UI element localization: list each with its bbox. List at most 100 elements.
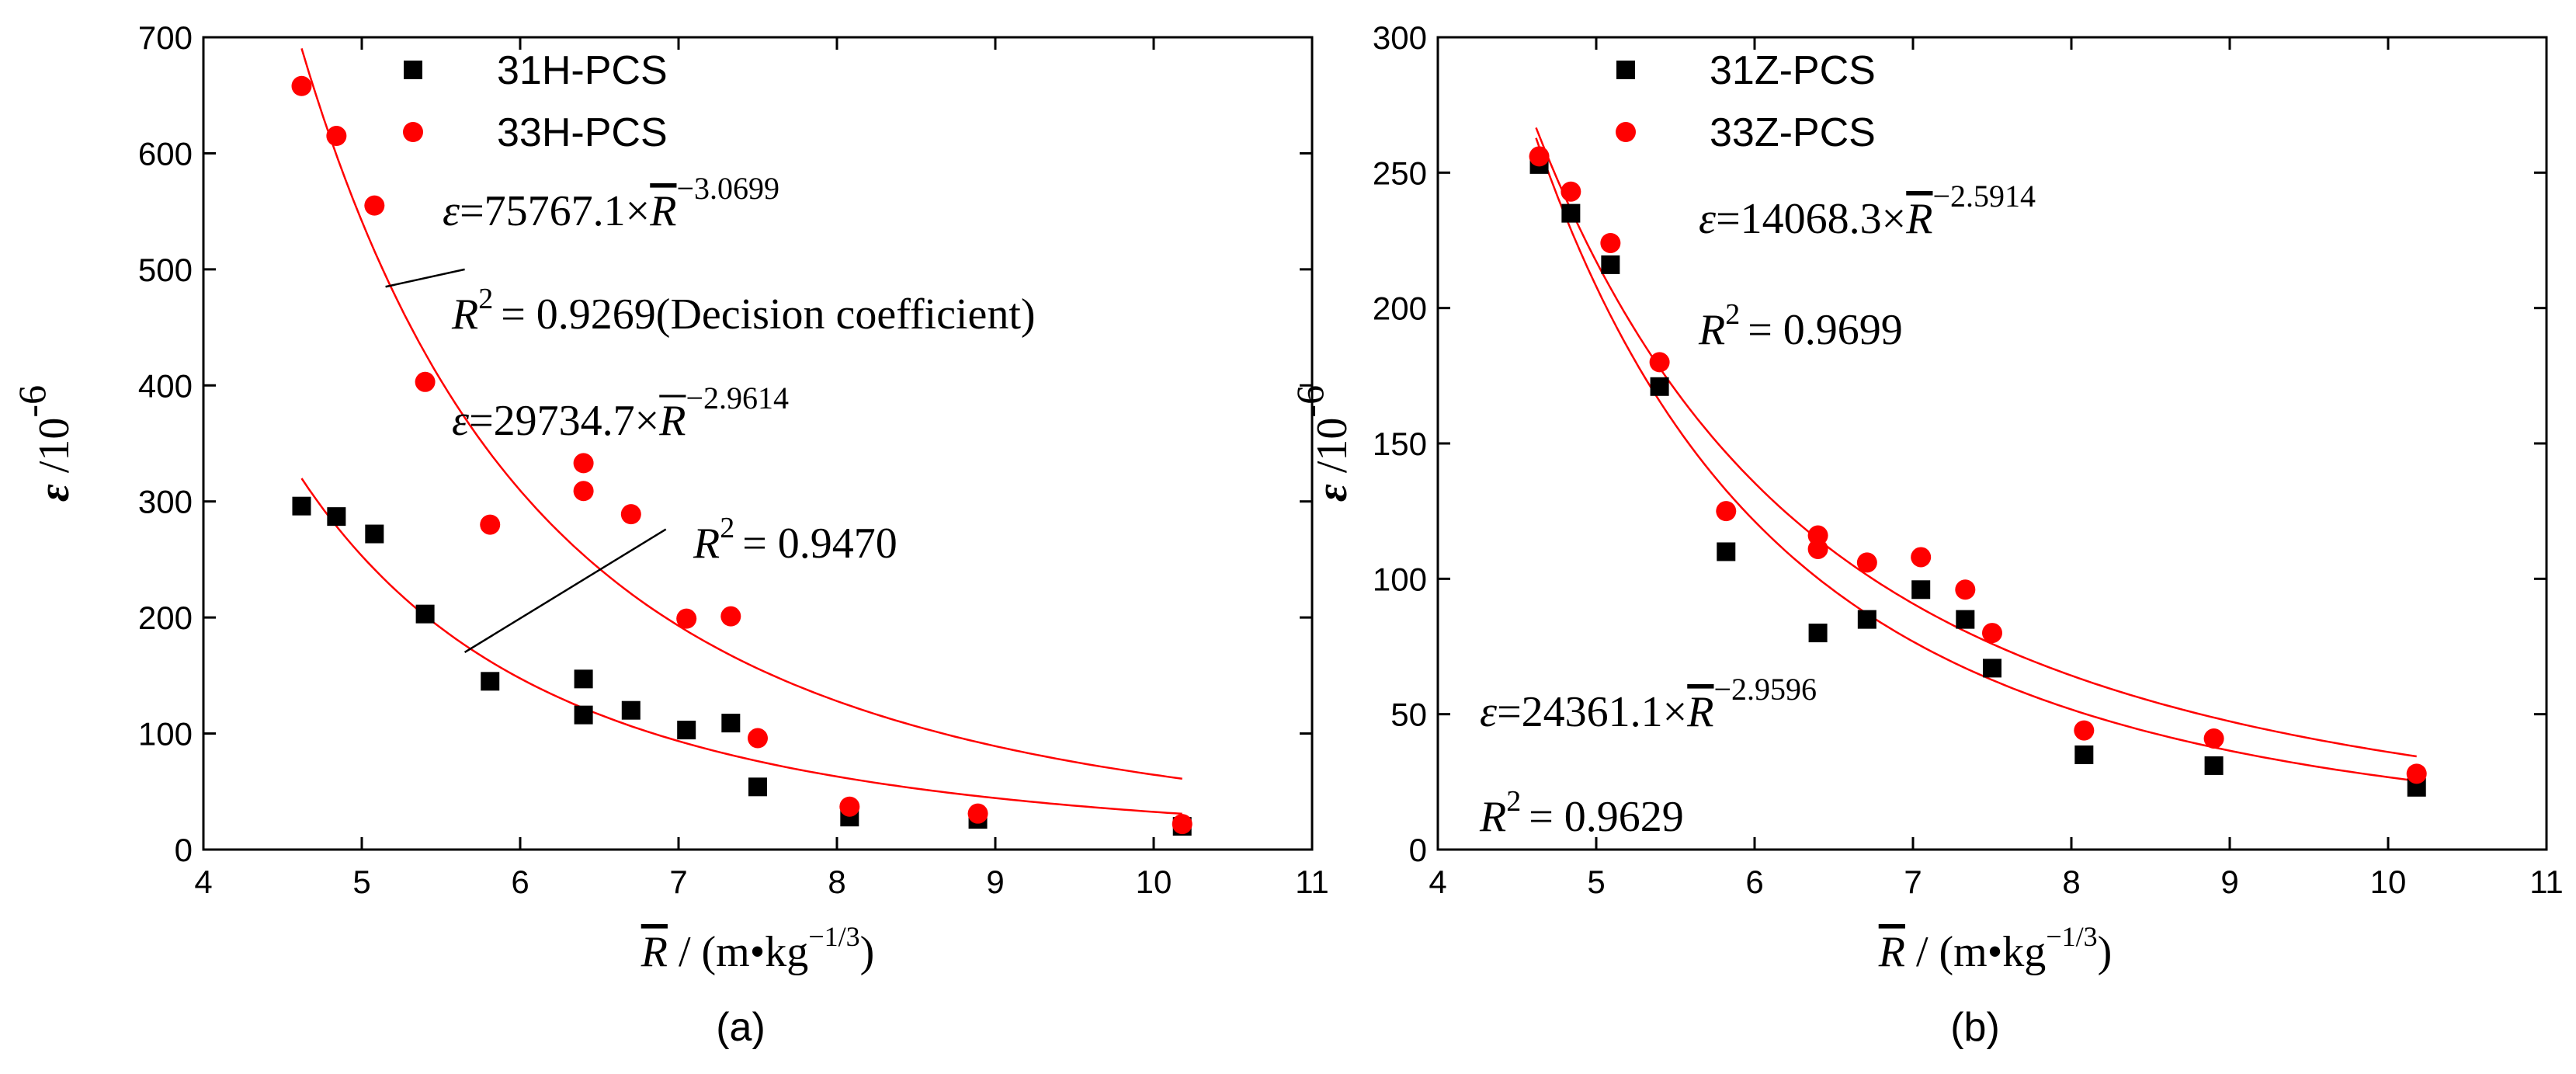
data-point-circle: [1807, 538, 1828, 559]
data-point-square: [1717, 542, 1736, 561]
data-point-circle: [326, 126, 347, 147]
legend-marker-circle: [403, 122, 423, 142]
x-axis-close: ): [2098, 928, 2113, 976]
r2-superscript: 2: [720, 512, 734, 544]
x-axis-symbol: R: [1878, 928, 1905, 976]
data-point-circle: [415, 371, 436, 392]
eq-exponent: −2.9614: [686, 381, 789, 415]
y-tick-label: 300: [1373, 19, 1427, 56]
x-tick-label: 8: [828, 864, 845, 900]
data-point-circle: [1561, 181, 1581, 202]
y-tick-label: 700: [138, 19, 193, 56]
data-point-square: [721, 714, 741, 733]
fit-curve: [300, 478, 1182, 815]
legend-label: 33Z-PCS: [1710, 110, 1876, 155]
fit-curve: [300, 48, 1182, 780]
data-point-circle: [291, 75, 312, 96]
legend-label: 31Z-PCS: [1710, 48, 1876, 93]
data-point-square: [1956, 610, 1975, 629]
x-tick-label: 6: [1745, 864, 1763, 900]
y-tick-label: 500: [138, 252, 193, 288]
y-tick-label: 100: [138, 716, 193, 752]
eq-exponent: −3.0699: [676, 171, 779, 206]
legend-label: 31H-PCS: [497, 48, 668, 93]
data-point-square: [1911, 580, 1931, 600]
data-point-circle: [1649, 352, 1670, 373]
x-axis-exponent: −1/3: [808, 921, 859, 952]
y-tick-label: 50: [1390, 697, 1427, 733]
annotation-line: [463, 528, 667, 654]
data-point-circle: [1716, 501, 1737, 522]
data-point-circle: [967, 803, 988, 824]
x-axis-exponent: −1/3: [2046, 921, 2097, 952]
x-axis-symbol: R: [641, 928, 668, 976]
data-point-circle: [839, 796, 860, 817]
data-point-square: [327, 507, 346, 527]
data-point-square: [574, 705, 593, 725]
y-axis-exponent: -6: [10, 385, 54, 418]
eq-r-bar: R: [649, 187, 676, 235]
data-point-square: [1808, 624, 1828, 643]
fit-curve: [1535, 127, 2417, 758]
x-tick-label: 6: [511, 864, 529, 900]
x-tick-label: 4: [194, 864, 212, 900]
data-point-circle: [573, 481, 594, 502]
data-point-square: [365, 524, 384, 544]
fit-r-squared: R2 = 0.9470: [693, 512, 897, 568]
legend-marker-square: [1616, 61, 1635, 79]
x-tick-label: 7: [1904, 864, 1922, 900]
eq-epsilon: ε: [1699, 195, 1717, 243]
r2-superscript: 2: [478, 283, 493, 315]
data-point-circle: [1529, 146, 1550, 167]
eq-coefficient: =14068.3×: [1716, 195, 1906, 243]
x-tick-label: 5: [1587, 864, 1605, 900]
eq-r-bar: R: [1686, 688, 1713, 736]
annotation-line: [385, 268, 465, 288]
eq-coefficient: =29734.7×: [469, 397, 659, 445]
r2-symbol: R: [693, 520, 720, 568]
fit-equation: ε=24361.1×R−2.9596: [1480, 672, 1817, 736]
r2-value: = 0.9629: [1529, 793, 1684, 841]
fit-r-squared: R2 = 0.9699: [1698, 298, 1903, 354]
legend-marker-square: [404, 61, 422, 79]
eq-epsilon: ε: [1480, 688, 1498, 736]
fit-equation: ε=29734.7×R−2.9614: [452, 381, 789, 445]
data-point-circle: [2074, 720, 2095, 741]
fit-curve: [1535, 137, 2417, 782]
data-point-square: [2204, 756, 2224, 775]
data-point-circle: [2406, 763, 2427, 784]
r2-symbol: R: [1698, 306, 1725, 354]
data-point-square: [1650, 377, 1669, 396]
y-axis-label: ε /10-6: [1288, 385, 1356, 502]
data-point-square: [574, 669, 593, 689]
fit-r-squared: R2 = 0.9629: [1479, 785, 1684, 841]
data-point-circle: [480, 514, 501, 535]
data-point-circle: [1600, 232, 1621, 253]
eq-r-bar: R: [1905, 195, 1932, 243]
r2-superscript: 2: [1506, 785, 1521, 818]
legend-label: 33H-PCS: [497, 110, 668, 155]
x-axis-unit: / (m•kg: [1905, 928, 2046, 976]
data-point-square: [481, 672, 500, 691]
y-axis-label: ε /10-6: [10, 385, 78, 502]
data-point-square: [677, 721, 696, 740]
r2-symbol: R: [1479, 793, 1506, 841]
r2-superscript: 2: [1725, 298, 1740, 331]
data-point-square: [1983, 659, 2001, 678]
y-tick-label: 0: [1409, 832, 1427, 868]
y-axis-symbol: ε: [1308, 484, 1356, 502]
x-axis-close: ): [860, 928, 875, 976]
plot-frame: [202, 36, 1314, 851]
data-point-square: [748, 777, 767, 797]
fit-equation: ε=14068.3×R−2.5914: [1699, 179, 2036, 243]
data-point-square: [2074, 745, 2094, 764]
y-axis-unit: /10: [1308, 418, 1356, 485]
data-point-circle: [2203, 728, 2224, 749]
y-tick-label: 150: [1373, 426, 1427, 462]
x-tick-label: 9: [2220, 864, 2238, 900]
panel-label: (a): [716, 1005, 766, 1050]
x-tick-label: 10: [1136, 864, 1172, 900]
data-point-circle: [1955, 579, 1976, 600]
panel-label: (b): [1950, 1005, 2000, 1050]
